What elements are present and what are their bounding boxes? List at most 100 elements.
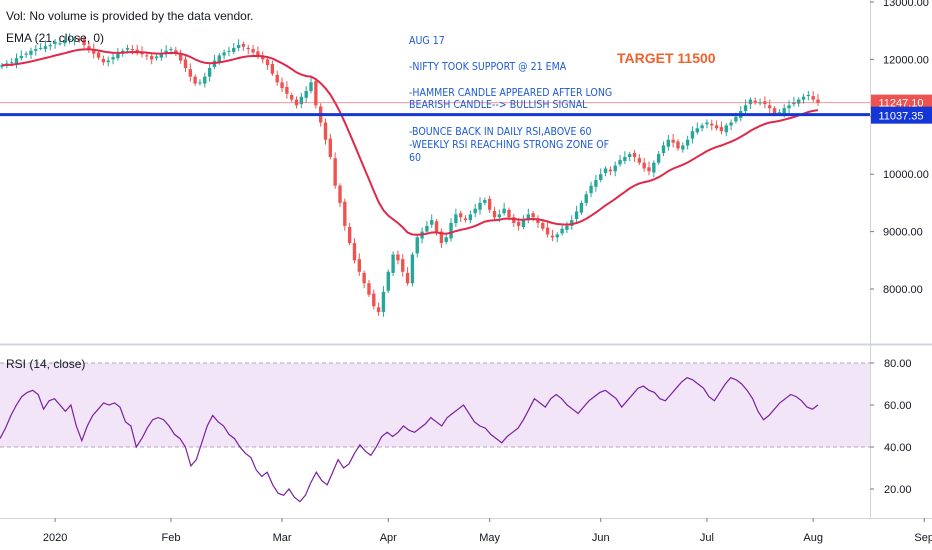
candle-down	[714, 125, 719, 129]
candle-down	[352, 243, 357, 261]
candle-up	[9, 62, 14, 64]
candle-down	[270, 63, 275, 74]
candle-up	[705, 122, 709, 125]
annotation-target: TARGET 11500	[617, 50, 716, 66]
candle-up	[34, 49, 38, 51]
candle-up	[589, 185, 593, 194]
rsi-axis-label: 60.00	[884, 400, 912, 412]
candle-down	[507, 209, 511, 218]
candle-down	[536, 218, 540, 223]
candle-up	[19, 55, 24, 59]
candle-down	[328, 138, 333, 157]
rsi-axis-label: 80.00	[884, 358, 912, 370]
candle-up	[391, 254, 395, 273]
candle-down	[531, 213, 535, 218]
time-axis-label: Sep	[914, 532, 932, 544]
candle-up	[599, 174, 603, 180]
candle-up	[217, 55, 221, 62]
annotation-support: -NIFTY TOOK SUPPORT @ 21 EMA	[409, 61, 567, 73]
candle-down	[314, 81, 318, 106]
candle-up	[207, 68, 212, 77]
candle-down	[768, 105, 772, 109]
candle-up	[106, 60, 110, 63]
candle-down	[492, 210, 497, 218]
candle-up	[111, 57, 115, 60]
price-axis-label: 13000.00	[883, 0, 929, 9]
candle-up	[792, 102, 796, 105]
candle-down	[280, 82, 284, 89]
candle-down	[265, 59, 270, 66]
candle-up	[681, 145, 685, 150]
candle-down	[710, 123, 714, 126]
candle-up	[565, 225, 569, 230]
candle-up	[198, 82, 202, 84]
candle-up	[652, 162, 656, 173]
candle-up	[748, 99, 753, 105]
candle-down	[642, 162, 646, 169]
candle-down	[275, 74, 279, 83]
candle-up	[724, 125, 728, 133]
candle-up	[63, 41, 67, 44]
candle-down	[193, 76, 197, 84]
candle-down	[541, 222, 545, 229]
candle-up	[661, 145, 666, 153]
candle-up	[444, 237, 448, 242]
candle-down	[516, 221, 521, 226]
candle-up	[67, 39, 72, 41]
candle-down	[362, 272, 366, 284]
candle-up	[478, 202, 482, 210]
candle-down	[338, 185, 342, 203]
rsi-line	[0, 376, 819, 503]
candle-up	[222, 52, 226, 56]
candle-down	[241, 43, 246, 47]
candle-up	[521, 220, 526, 228]
candle-down	[178, 53, 183, 61]
candle-down	[811, 96, 815, 100]
candle-up	[623, 156, 627, 161]
candle-down	[149, 55, 154, 60]
price-axis-label: 8000.00	[883, 284, 923, 296]
rsi-legend-label[interactable]: RSI (14, close)	[6, 357, 86, 371]
ema-21-line	[1, 48, 819, 236]
ema-legend-label[interactable]: EMA (21, close, 0)	[6, 31, 105, 45]
candle-up	[24, 53, 28, 55]
candle-up	[468, 214, 473, 221]
time-axis-label: Aug	[803, 532, 823, 544]
candle-up	[48, 45, 52, 47]
price-axis-label: 12000.00	[883, 54, 929, 66]
time-axis-label: Jun	[592, 532, 610, 544]
candle-down	[246, 47, 250, 50]
candle-up	[53, 42, 57, 44]
annotation-hammer-1: -HAMMER CANDLE APPEARED AFTER LONG	[409, 87, 613, 99]
candle-up	[700, 125, 704, 129]
candle-up	[603, 168, 608, 174]
candle-up	[695, 128, 699, 133]
candle-down	[183, 59, 188, 69]
candle-down	[405, 272, 410, 284]
candle-up	[782, 108, 786, 114]
candle-up	[787, 105, 791, 109]
candle-down	[290, 94, 294, 100]
candle-up	[502, 208, 506, 214]
candle-up	[425, 225, 429, 232]
price-axis-label: 10000.00	[883, 169, 929, 181]
candle-up	[618, 159, 622, 165]
candle-down	[174, 50, 178, 54]
candle-down	[256, 51, 260, 56]
last-price-label: 11247.10	[878, 98, 923, 110]
candle-up	[594, 179, 598, 187]
candle-down	[396, 254, 400, 261]
candle-down	[550, 235, 555, 238]
candle-down	[130, 49, 135, 51]
time-axis-label: 2020	[43, 532, 67, 544]
candle-up	[29, 50, 33, 55]
candle-up	[579, 202, 584, 213]
candle-up	[685, 139, 690, 146]
candle-up	[430, 220, 434, 225]
candle-up	[154, 56, 159, 59]
candle-up	[454, 214, 458, 223]
candle-down	[82, 39, 86, 46]
candle-up	[690, 131, 695, 139]
